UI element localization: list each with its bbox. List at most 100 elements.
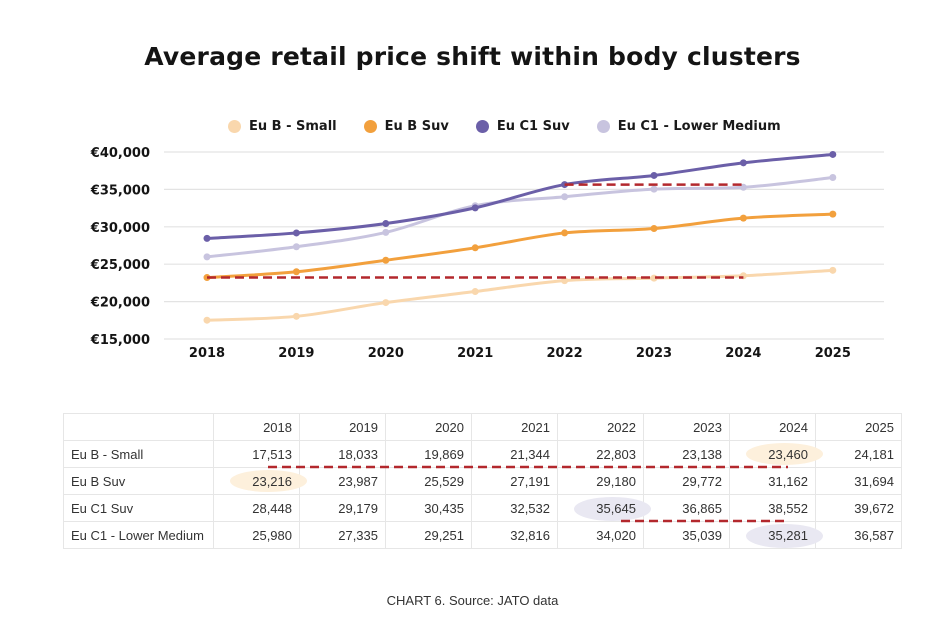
table-cell: 24,181	[815, 440, 902, 468]
data-point	[739, 183, 747, 191]
data-table: 2018 2019 2020 2021 2022 2023 2024 2025 …	[63, 413, 902, 549]
table-cell: 29,772	[643, 467, 730, 495]
table-header-cell: 2020	[385, 413, 472, 441]
data-point	[471, 244, 479, 252]
table-cell: 19,869	[385, 440, 472, 468]
grid-lines	[164, 151, 884, 340]
legend-item-eu-c1-suv: Eu C1 Suv	[475, 119, 570, 134]
table-cell: 23,138	[643, 440, 730, 468]
data-point	[650, 171, 658, 179]
table-cell: 32,532	[471, 494, 558, 522]
x-tick-label: 2018	[189, 346, 225, 361]
table-header-cell: 2023	[643, 413, 730, 441]
table-header-corner	[63, 413, 214, 441]
table-cell: 21,344	[471, 440, 558, 468]
legend-label: Eu B - Small	[249, 119, 337, 134]
data-point	[829, 266, 837, 274]
data-point	[471, 204, 479, 212]
legend-label: Eu C1 - Lower Medium	[617, 119, 781, 134]
data-point	[739, 214, 747, 222]
table-cell: 34,020	[557, 521, 644, 549]
series-line	[205, 212, 835, 280]
table-cell: 38,552	[729, 494, 816, 522]
series-lines	[203, 150, 837, 324]
table-header-cell: 2024	[729, 413, 816, 441]
data-point	[292, 268, 300, 276]
legend-marker-icon	[596, 120, 610, 133]
legend-item-eu-c1-lower-medium: Eu C1 - Lower Medium	[596, 119, 781, 134]
legend-marker-icon	[363, 120, 377, 133]
y-axis-ticks: €15,000 €20,000 €25,000 €30,000 €35,000 €40,0…	[90, 146, 150, 348]
data-point	[650, 185, 658, 193]
line-chart: €15,000 €20,000 €25,000 €30,000 €35,000 €40,0…	[90, 146, 884, 361]
table-cell: 36,865	[643, 494, 730, 522]
y-tick-label: €35,000	[90, 183, 150, 198]
legend-marker-icon	[228, 120, 241, 133]
table-cell: 31,162	[729, 467, 816, 495]
table-cell: 29,180	[557, 467, 644, 495]
table-cell: 28,448	[213, 494, 300, 522]
data-point	[829, 174, 837, 182]
y-tick-label: €15,000	[90, 333, 150, 348]
table-row: Eu B - Small 17,513 18,033 19,869 21,344…	[63, 440, 902, 468]
table-cell-highlighted: 23,216	[213, 467, 308, 495]
series-eu-c1-suv	[203, 150, 837, 242]
table-cell-highlighted: 35,281	[729, 521, 824, 549]
table-cell: 27,191	[471, 467, 558, 495]
table-cell: 36,587	[815, 521, 902, 549]
table-cell: 31,694	[815, 467, 902, 495]
row-label: Eu C1 - Lower Medium	[63, 521, 214, 549]
table-cell: 35,039	[643, 521, 730, 549]
data-point	[203, 253, 211, 261]
table-cell: 29,179	[299, 494, 386, 522]
data-point	[829, 150, 837, 158]
row-label: Eu B - Small	[63, 440, 214, 468]
table-cell: 25,529	[385, 467, 472, 495]
chart-caption: CHART 6. Source: JATO data	[386, 593, 559, 608]
table-cell: 23,987	[299, 467, 386, 495]
data-point	[471, 288, 479, 296]
data-point	[203, 234, 211, 242]
series-eu-b-suv	[203, 210, 837, 282]
cell-value: 35,281	[768, 527, 808, 543]
data-point	[292, 243, 300, 251]
series-line	[205, 176, 835, 259]
table-cell-highlighted: 23,460	[729, 440, 824, 468]
data-point	[561, 277, 569, 285]
data-point	[739, 159, 747, 167]
table-row: Eu B Suv 23,216 23,987 25,529 27,191 29,…	[63, 467, 902, 495]
table-cell: 17,513	[213, 440, 300, 468]
table-header-row: 2018 2019 2020 2021 2022 2023 2024 2025	[63, 413, 902, 441]
x-tick-label: 2024	[725, 346, 761, 361]
row-label: Eu B Suv	[63, 467, 214, 495]
annotations	[207, 183, 744, 279]
table-row: Eu C1 - Lower Medium 25,980 27,335 29,25…	[63, 521, 902, 549]
y-tick-label: €30,000	[90, 221, 150, 236]
x-tick-label: 2025	[815, 346, 851, 361]
data-point	[382, 256, 390, 264]
data-point	[829, 210, 837, 218]
table-header-cell: 2019	[299, 413, 386, 441]
x-tick-label: 2021	[457, 346, 493, 361]
data-point	[292, 229, 300, 237]
table-cell: 39,672	[815, 494, 902, 522]
data-point	[382, 220, 390, 228]
series-line	[205, 268, 835, 322]
cell-value: 23,460	[768, 446, 808, 462]
table-cell: 22,803	[557, 440, 644, 468]
legend-item-eu-b-small: Eu B - Small	[228, 119, 337, 134]
table-cell: 32,816	[471, 521, 558, 549]
table-header-cell: 2025	[815, 413, 902, 441]
data-point	[292, 312, 300, 320]
cell-value: 23,216	[252, 473, 292, 489]
table-header-cell: 2021	[471, 413, 558, 441]
table-header-cell: 2018	[213, 413, 300, 441]
row-label: Eu C1 Suv	[63, 494, 214, 522]
table-cell: 29,251	[385, 521, 472, 549]
data-point	[561, 193, 569, 201]
chart-legend: Eu B - Small Eu B Suv Eu C1 Suv Eu C1 - …	[228, 119, 808, 134]
table-row: Eu C1 Suv 28,448 29,179 30,435 32,532 35…	[63, 494, 902, 522]
cell-value: 35,645	[596, 500, 636, 516]
x-tick-label: 2023	[636, 346, 672, 361]
data-point	[203, 316, 211, 324]
